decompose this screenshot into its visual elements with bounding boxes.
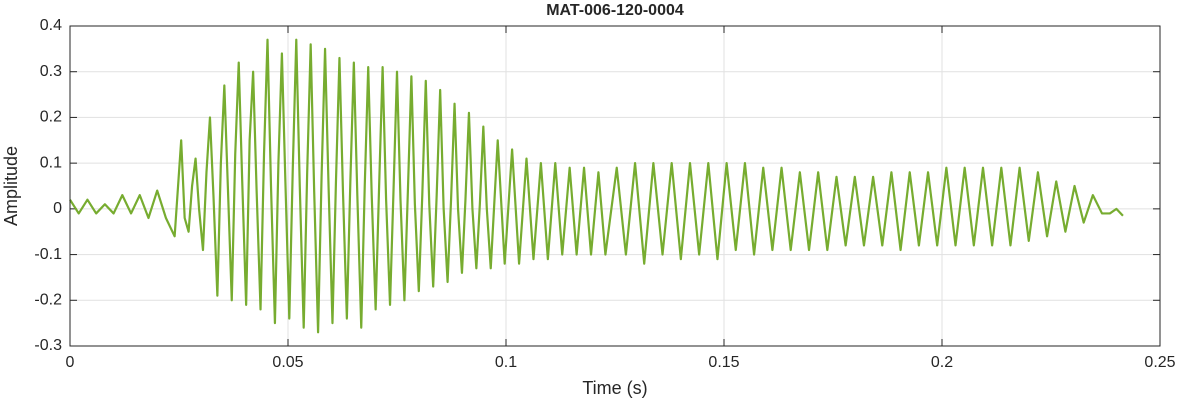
axes-box [69, 25, 1161, 347]
x-axis-label: Time (s) [582, 378, 647, 398]
x-tick-label: 0.05 [272, 354, 303, 371]
y-tick-label: -0.3 [34, 337, 62, 354]
x-tick-label: 0 [66, 354, 75, 371]
y-axis-label: Amplitude [1, 146, 21, 226]
y-tick-label: 0.1 [40, 154, 62, 171]
y-tick-label: 0.4 [40, 17, 62, 34]
x-tick-label: 0.25 [1144, 354, 1175, 371]
y-tick-label: 0.2 [40, 109, 62, 126]
y-tick-label: 0 [53, 200, 62, 217]
y-tick-label: -0.1 [34, 246, 62, 263]
x-tick-label: 0.2 [931, 354, 953, 371]
x-tick-label: 0.15 [708, 354, 739, 371]
waveform-line [69, 38, 1124, 334]
y-tick-label: -0.2 [34, 292, 62, 309]
x-tick-label: 0.1 [495, 354, 517, 371]
chart-title: MAT-006-120-0004 [546, 2, 684, 19]
y-tick-label: 0.3 [40, 63, 62, 80]
